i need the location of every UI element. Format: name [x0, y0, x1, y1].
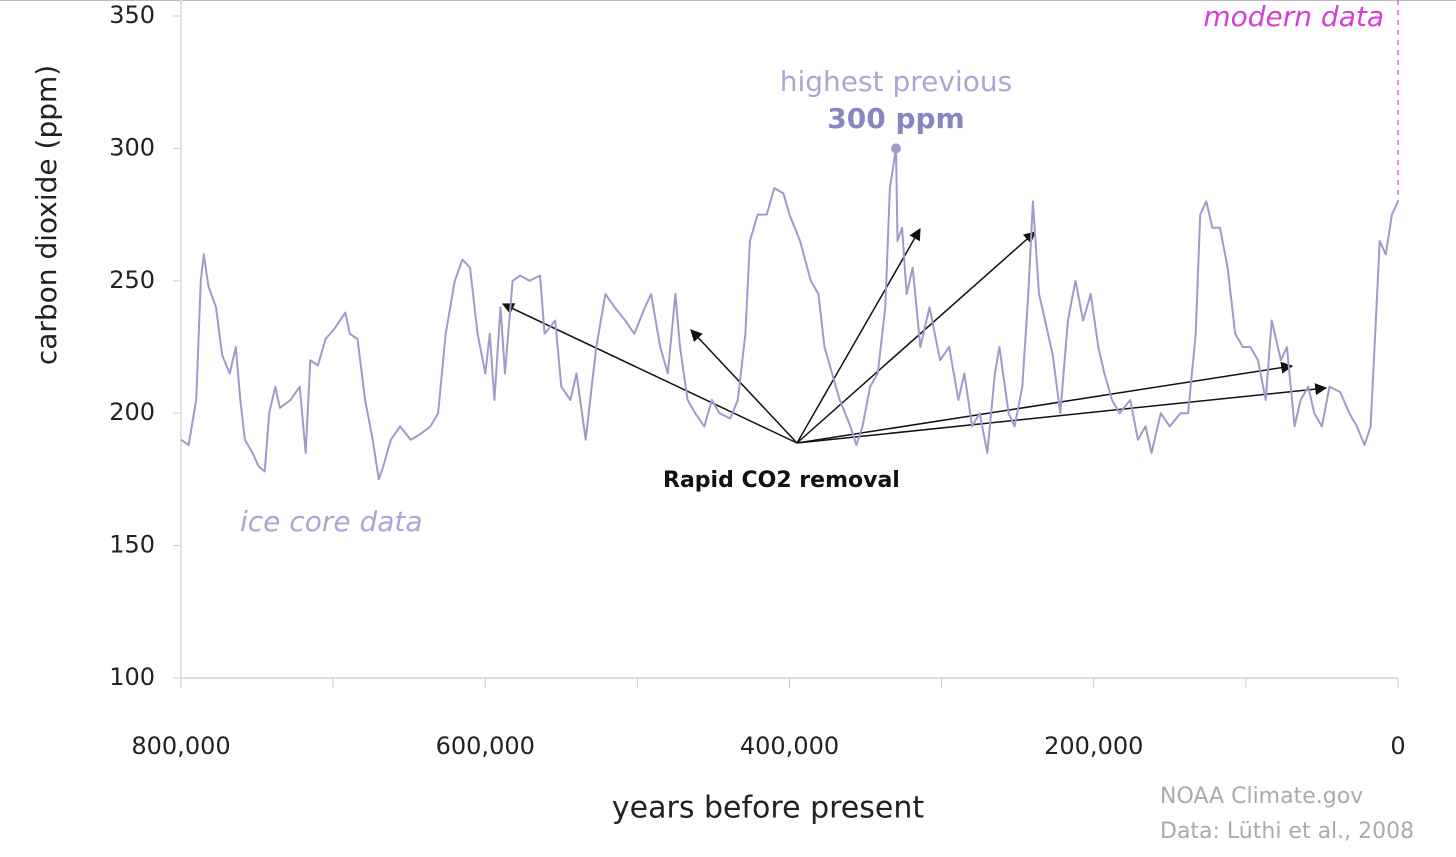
- arrows: [501, 227, 1328, 444]
- x-tick-label: 400,000: [740, 732, 839, 760]
- x-tick-label: 800,000: [131, 732, 230, 760]
- y-tick-label: 200: [109, 398, 155, 426]
- modern-label: modern data: [1203, 0, 1384, 33]
- y-tick-label: 100: [109, 663, 155, 691]
- x-tick-label: 200,000: [1044, 732, 1143, 760]
- x-tick-label: 0: [1390, 732, 1405, 760]
- x-axis-label: years before present: [612, 791, 924, 826]
- y-axis-label: carbon dioxide (ppm): [30, 65, 63, 365]
- annotation: Rapid CO2 removal: [663, 468, 900, 493]
- source: Data: Lüthi et al., 2008: [1160, 819, 1414, 844]
- source: NOAA Climate.gov: [1160, 784, 1363, 809]
- highlight-value: 300 ppm: [827, 102, 964, 135]
- series-label: ice core data: [240, 505, 423, 538]
- data-line: [180, 147, 1399, 481]
- highlight-point: [890, 143, 901, 154]
- y-tick-label: 250: [109, 266, 155, 294]
- y-tick-label: 300: [109, 133, 155, 161]
- highlight-title: highest previous: [780, 65, 1012, 98]
- y-tick-label: 350: [109, 1, 155, 29]
- y-tick-label: 150: [109, 531, 155, 559]
- x-tick-label: 600,000: [436, 732, 535, 760]
